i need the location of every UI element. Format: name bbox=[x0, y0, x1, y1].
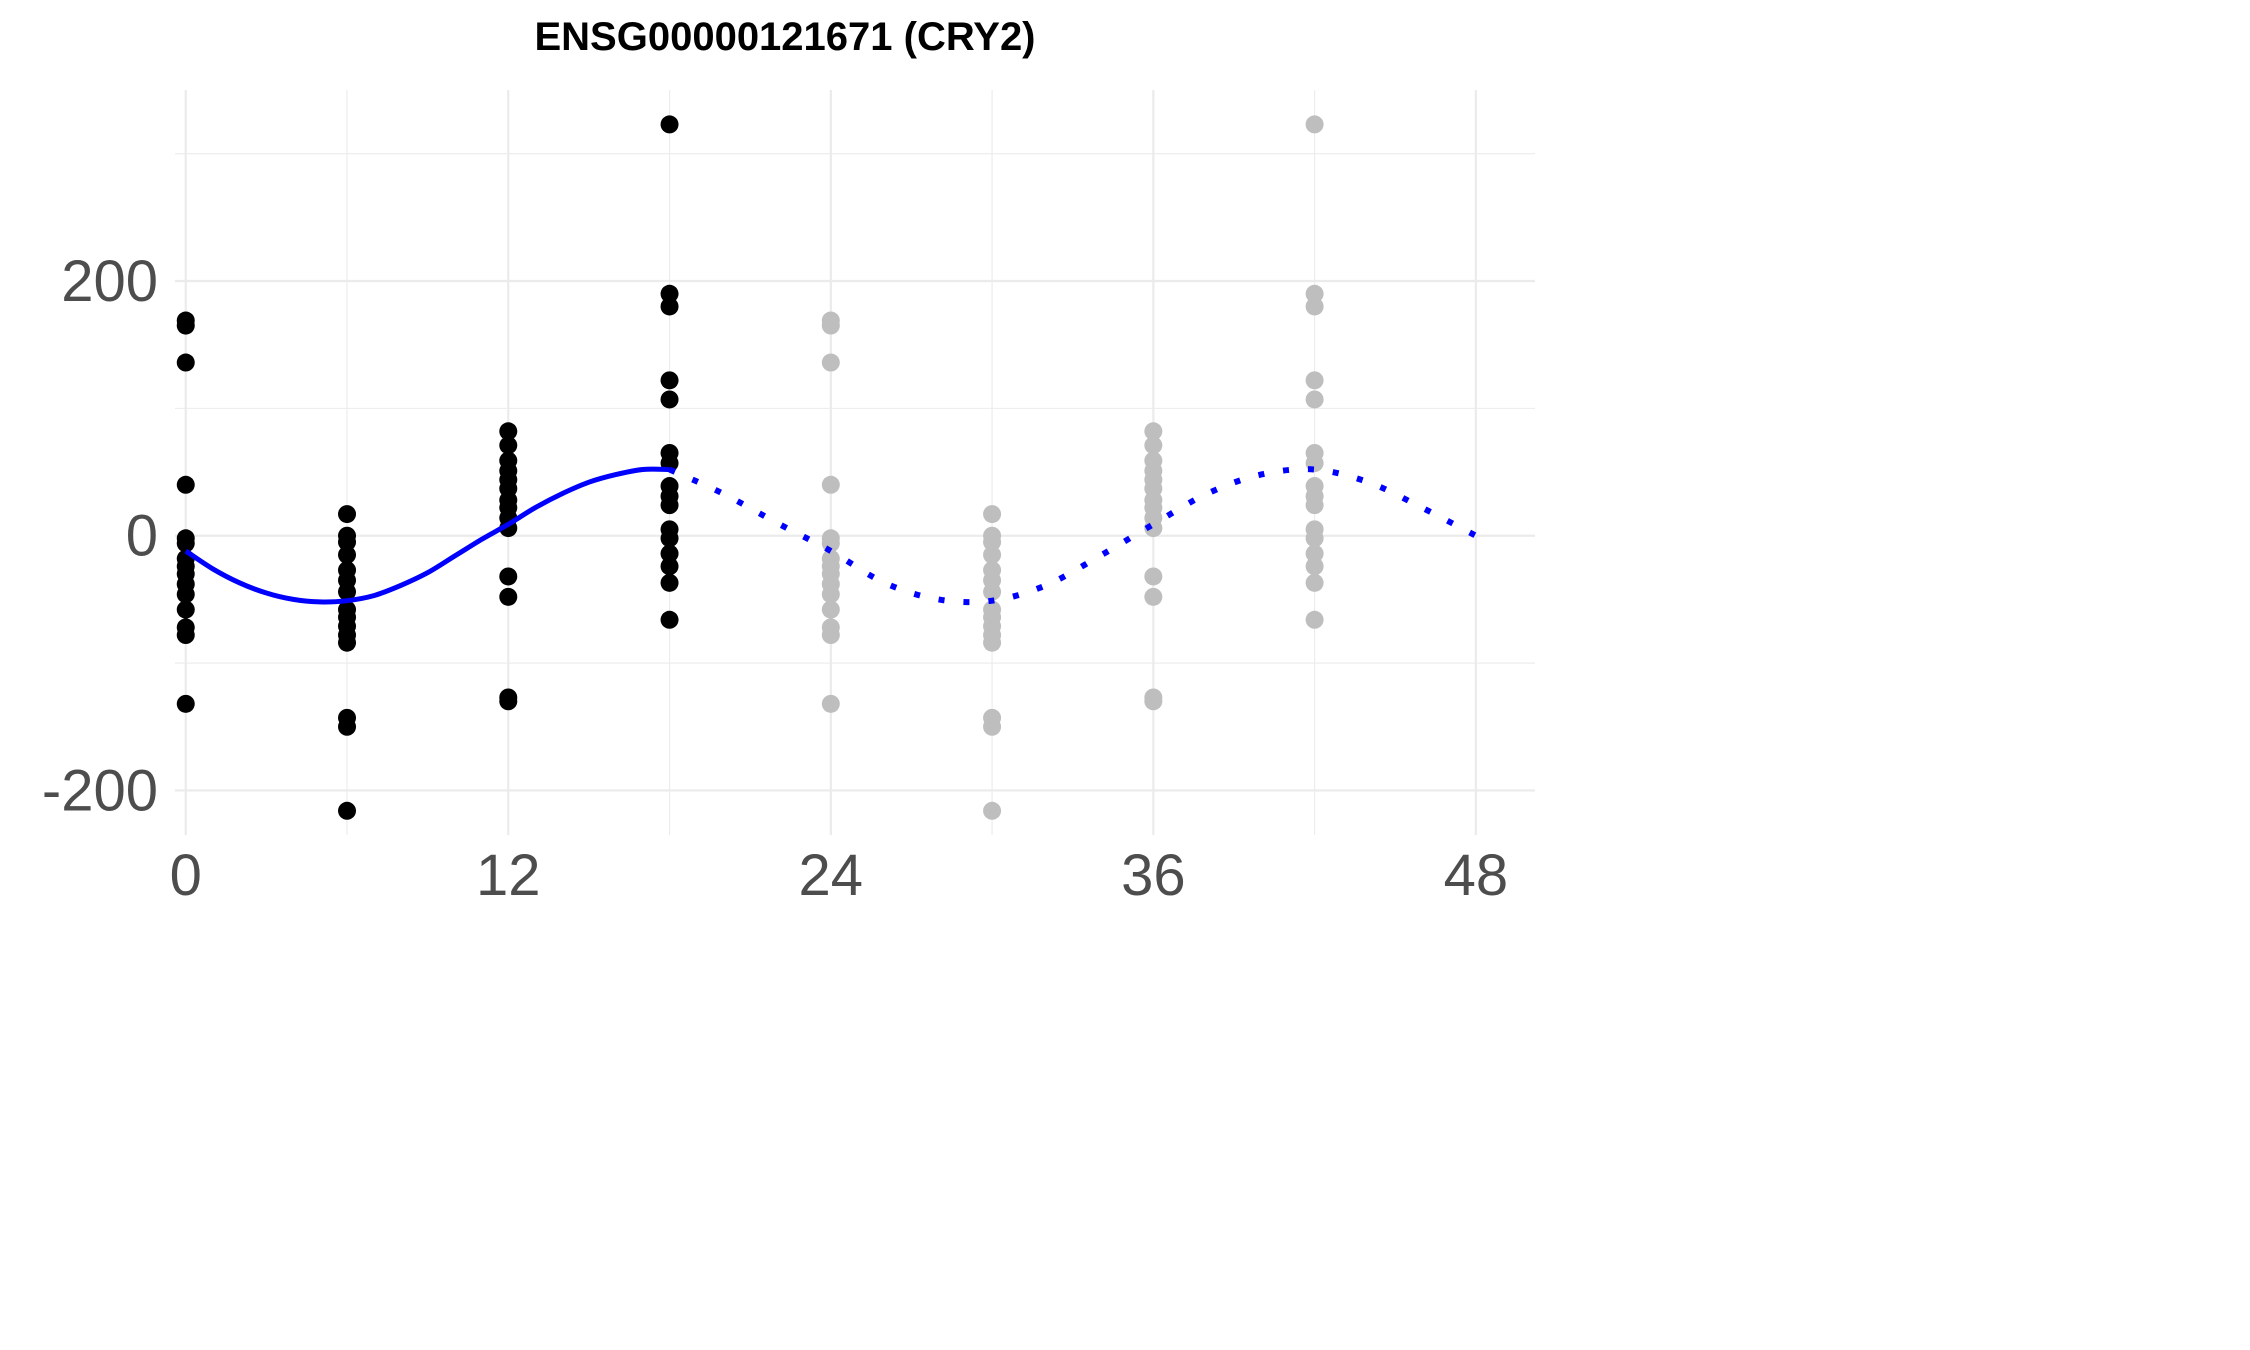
observed-points bbox=[176, 115, 679, 820]
x-tick-label: 12 bbox=[476, 843, 541, 908]
observed-data-point bbox=[660, 297, 679, 316]
observed-data-point bbox=[499, 422, 518, 441]
repeated-data-point bbox=[821, 694, 840, 713]
observed-data-point bbox=[176, 585, 195, 604]
observed-data-point bbox=[338, 505, 357, 524]
repeated-data-point bbox=[1144, 587, 1163, 606]
repeated-data-point bbox=[821, 475, 840, 494]
observed-data-point bbox=[338, 545, 357, 564]
minor-gridlines bbox=[175, 90, 1535, 835]
repeated-data-point bbox=[1305, 371, 1324, 390]
repeated-data-point bbox=[1305, 496, 1324, 515]
x-tick-label: 24 bbox=[799, 843, 864, 908]
major-gridlines bbox=[175, 90, 1535, 835]
observed-data-point bbox=[176, 600, 195, 619]
repeated-data-point bbox=[1144, 422, 1163, 441]
observed-data-point bbox=[499, 567, 518, 586]
repeated-data-point bbox=[1305, 610, 1324, 629]
repeated-data-point bbox=[821, 585, 840, 604]
observed-data-point bbox=[176, 534, 195, 553]
repeated-data-point bbox=[1305, 557, 1324, 576]
observed-data-point bbox=[660, 557, 679, 576]
observed-data-point bbox=[660, 115, 679, 134]
repeated-points bbox=[821, 115, 1324, 820]
y-tick-label: 200 bbox=[61, 249, 158, 314]
x-axis-tick-labels: 0 12 24 36 48 bbox=[170, 843, 1509, 908]
chart-title: ENSG00000121671 (CRY2) bbox=[534, 15, 1035, 59]
x-tick-label: 48 bbox=[1444, 843, 1509, 908]
chart: ENSG00000121671 (CRY2) 0 12 24 36 48 -200020… bbox=[42, 15, 1535, 908]
y-axis-tick-labels: -200 0 200 bbox=[42, 249, 158, 823]
observed-data-point bbox=[660, 610, 679, 629]
repeated-data-point bbox=[821, 316, 840, 335]
observed-data-point bbox=[338, 801, 357, 820]
y-tick-label: 0 bbox=[126, 504, 158, 569]
repeated-data-point bbox=[1305, 544, 1324, 563]
fit-curve-solid bbox=[184, 466, 670, 605]
repeated-data-point bbox=[821, 600, 840, 619]
observed-data-point bbox=[176, 694, 195, 713]
repeated-data-point bbox=[1305, 573, 1324, 592]
repeated-data-point bbox=[1144, 692, 1163, 711]
repeated-data-point bbox=[983, 633, 1002, 652]
repeated-data-point bbox=[983, 717, 1002, 736]
repeated-data-point bbox=[983, 582, 1002, 601]
fit-curves bbox=[184, 466, 1478, 606]
repeated-data-point bbox=[1305, 529, 1324, 548]
repeated-data-point bbox=[821, 626, 840, 645]
observed-data-point bbox=[176, 626, 195, 645]
observed-data-point bbox=[499, 436, 518, 455]
observed-data-point bbox=[338, 717, 357, 736]
observed-data-point bbox=[660, 529, 679, 548]
observed-data-point bbox=[499, 587, 518, 606]
repeated-data-point bbox=[1305, 284, 1324, 303]
repeated-data-point bbox=[1144, 567, 1163, 586]
x-tick-label: 36 bbox=[1121, 843, 1186, 908]
observed-data-point bbox=[660, 544, 679, 563]
repeated-data-point bbox=[1144, 436, 1163, 455]
observed-data-point bbox=[176, 475, 195, 494]
x-tick-label: 0 bbox=[170, 843, 202, 908]
observed-data-point bbox=[338, 533, 357, 552]
observed-data-point bbox=[660, 371, 679, 390]
observed-data-point bbox=[660, 573, 679, 592]
repeated-data-point bbox=[983, 505, 1002, 524]
observed-data-point bbox=[176, 353, 195, 372]
observed-data-point bbox=[499, 692, 518, 711]
repeated-data-point bbox=[983, 545, 1002, 564]
observed-data-point bbox=[338, 582, 357, 601]
repeated-data-point bbox=[821, 353, 840, 372]
observed-data-point bbox=[176, 316, 195, 335]
observed-data-point bbox=[660, 496, 679, 515]
observed-data-point bbox=[338, 633, 357, 652]
observed-data-point bbox=[660, 284, 679, 303]
fit-curve-dotted bbox=[668, 466, 1478, 606]
observed-data-point bbox=[660, 390, 679, 409]
repeated-data-point bbox=[1305, 390, 1324, 409]
repeated-data-point bbox=[1305, 297, 1324, 316]
repeated-data-point bbox=[1305, 115, 1324, 134]
y-tick-label: -200 bbox=[42, 758, 158, 823]
repeated-data-point bbox=[983, 533, 1002, 552]
repeated-data-point bbox=[983, 801, 1002, 820]
